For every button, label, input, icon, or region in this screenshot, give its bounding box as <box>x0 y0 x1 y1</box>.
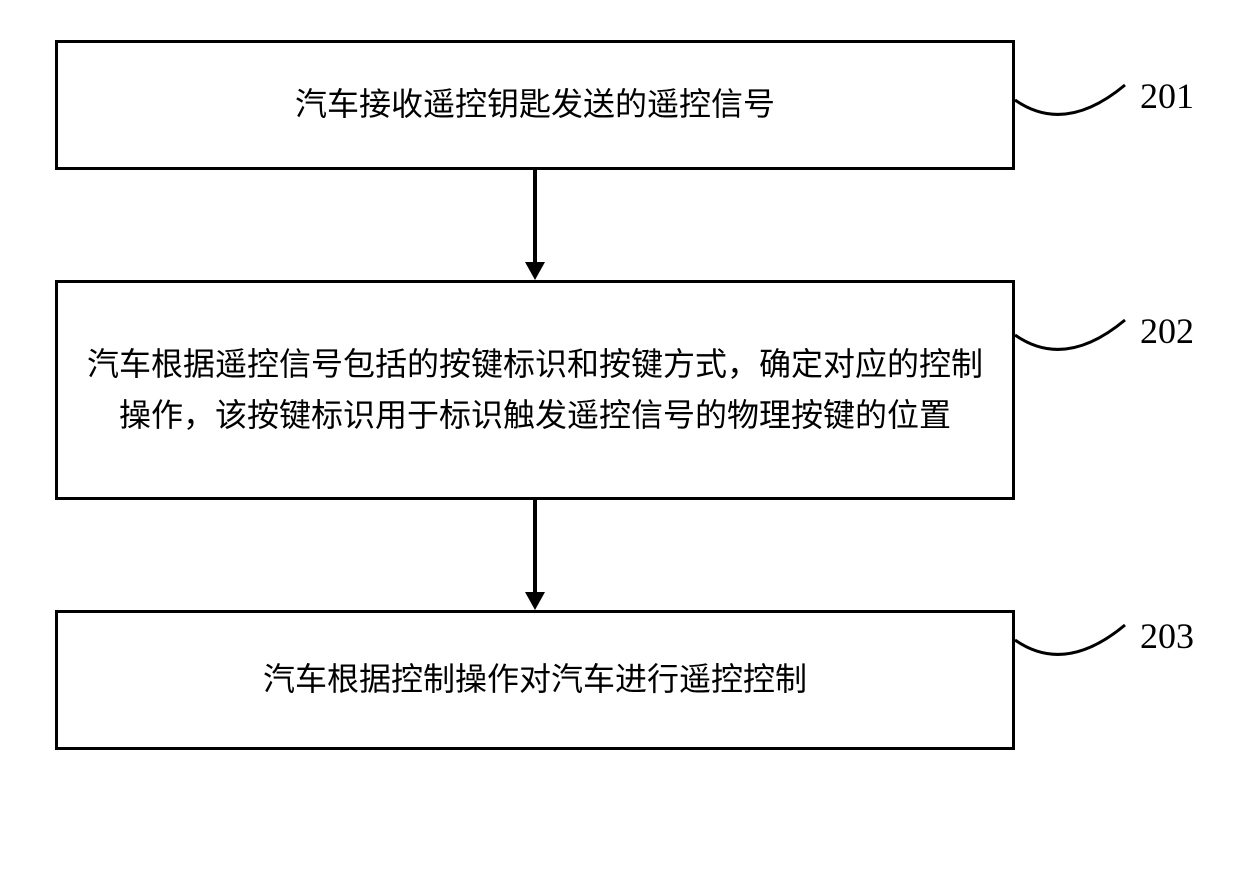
label-connector-1 <box>1015 75 1140 135</box>
arrow-2-head <box>525 592 545 610</box>
arrow-1-head <box>525 262 545 280</box>
arrow-2-line <box>533 500 537 592</box>
step-2-label: 202 <box>1140 310 1194 352</box>
flowchart-container: 汽车接收遥控钥匙发送的遥控信号 201 汽车根据遥控信号包括的按键标识和按键方式… <box>0 0 1239 870</box>
step-3-text: 汽车根据控制操作对汽车进行遥控控制 <box>263 654 807 705</box>
label-connector-2 <box>1015 310 1140 370</box>
step-3-label: 203 <box>1140 615 1194 657</box>
step-1-label: 201 <box>1140 75 1194 117</box>
arrow-1-line <box>533 170 537 262</box>
step-1-text: 汽车接收遥控钥匙发送的遥控信号 <box>295 79 775 130</box>
label-connector-3 <box>1015 615 1140 675</box>
flowchart-step-1: 汽车接收遥控钥匙发送的遥控信号 <box>55 40 1015 170</box>
flowchart-step-3: 汽车根据控制操作对汽车进行遥控控制 <box>55 610 1015 750</box>
flowchart-step-2: 汽车根据遥控信号包括的按键标识和按键方式，确定对应的控制操作，该按键标识用于标识… <box>55 280 1015 500</box>
step-2-text: 汽车根据遥控信号包括的按键标识和按键方式，确定对应的控制操作，该按键标识用于标识… <box>78 339 992 441</box>
